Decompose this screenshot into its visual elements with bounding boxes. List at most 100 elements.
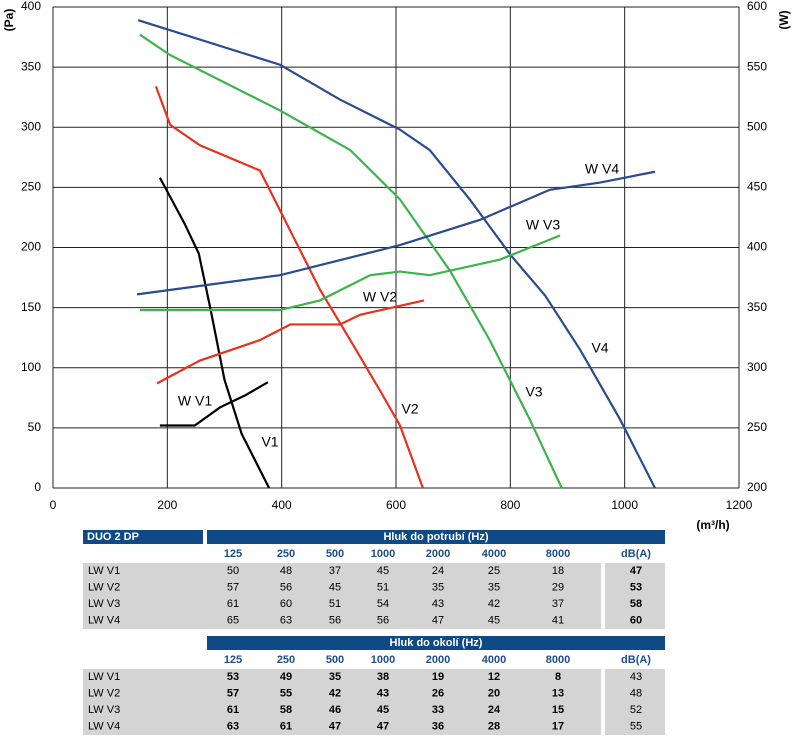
row-label: LW V1 xyxy=(88,565,120,577)
x-tick-label: 400 xyxy=(272,498,292,512)
row-bg xyxy=(605,563,665,629)
series-label: W V2 xyxy=(363,289,397,305)
table-cell: 52 xyxy=(630,704,642,716)
table-cell: 55 xyxy=(280,687,292,699)
table-corner: DUO 2 DP xyxy=(87,531,139,543)
header-bar xyxy=(207,636,665,650)
table-cell: 58 xyxy=(630,598,642,610)
table-cell: 45 xyxy=(329,581,341,593)
table-cell: 42 xyxy=(488,598,500,610)
y2-tick-label: 500 xyxy=(747,119,767,133)
table-cell: 48 xyxy=(280,565,292,577)
table-cell: 41 xyxy=(552,614,564,626)
table-cell: 12 xyxy=(488,671,500,683)
y-tick-label: 0 xyxy=(34,480,41,494)
column-header: dB(A) xyxy=(621,654,651,666)
table-cell: 63 xyxy=(280,614,292,626)
column-header: 2000 xyxy=(426,548,450,560)
table-cell: 47 xyxy=(377,720,389,732)
column-header: 1000 xyxy=(371,548,395,560)
table-cell: 17 xyxy=(552,720,564,732)
column-header: 250 xyxy=(277,548,295,560)
series-line xyxy=(136,170,656,296)
y2-tick-label: 300 xyxy=(747,360,767,374)
series-line xyxy=(156,299,425,385)
table-cell: 46 xyxy=(329,704,341,716)
series-label: V1 xyxy=(261,434,278,450)
y-tick-label: 350 xyxy=(21,59,41,73)
series-label: V4 xyxy=(591,340,608,356)
column-header: 1000 xyxy=(371,654,395,666)
column-header: 4000 xyxy=(482,548,506,560)
y2-tick-label: 250 xyxy=(747,420,767,434)
table-cell: 50 xyxy=(227,565,239,577)
x-tick-label: 200 xyxy=(157,498,177,512)
series-label: V3 xyxy=(525,384,542,400)
table-cell: 43 xyxy=(630,671,642,683)
row-label: LW V4 xyxy=(88,614,120,626)
table-cell: 25 xyxy=(488,565,500,577)
table-cell: 60 xyxy=(630,614,642,626)
table-cell: 38 xyxy=(377,671,389,683)
table-cell: 47 xyxy=(329,720,341,732)
table-cell: 43 xyxy=(432,598,444,610)
column-header: 125 xyxy=(224,654,242,666)
table-cell: 61 xyxy=(227,598,239,610)
y-tick-label: 150 xyxy=(21,300,41,314)
table-cell: 60 xyxy=(280,598,292,610)
series-line xyxy=(159,381,269,427)
table-cell: 58 xyxy=(280,704,292,716)
table-cell: 42 xyxy=(329,687,341,699)
column-header: 8000 xyxy=(546,654,570,666)
x-axis-label: (m³/h) xyxy=(696,518,729,532)
table-cell: 55 xyxy=(630,720,642,732)
series-line xyxy=(139,234,561,312)
x-tick-label: 1200 xyxy=(726,498,753,512)
y-tick-label: 400 xyxy=(21,0,41,13)
y2-axis-label: (W) xyxy=(777,10,791,29)
series-line xyxy=(158,177,271,489)
table-cell: 37 xyxy=(552,598,564,610)
table-cell: 56 xyxy=(280,581,292,593)
table-cell: 57 xyxy=(227,581,239,593)
series-line xyxy=(137,19,656,489)
row-label: LW V2 xyxy=(88,581,120,593)
table-cell: 35 xyxy=(329,671,341,683)
table-cell: 53 xyxy=(227,671,239,683)
series-label: W V4 xyxy=(585,161,619,177)
series-line xyxy=(139,33,563,489)
table-cell: 65 xyxy=(227,614,239,626)
row-bg xyxy=(605,669,665,735)
column-header: 8000 xyxy=(546,548,570,560)
table-cell: 37 xyxy=(329,565,341,577)
x-tick-label: 0 xyxy=(50,498,57,512)
table-cell: 51 xyxy=(377,581,389,593)
series-label: W V3 xyxy=(526,217,560,233)
table-cell: 49 xyxy=(280,671,292,683)
table-cell: 8 xyxy=(555,671,561,683)
table-title: Hluk do okolí (Hz) xyxy=(390,637,483,649)
row-label: LW V3 xyxy=(88,704,120,716)
column-header: 125 xyxy=(224,548,242,560)
table-cell: 15 xyxy=(552,704,564,716)
series-line xyxy=(154,85,424,489)
table-cell: 19 xyxy=(432,671,444,683)
table-cell: 24 xyxy=(488,704,501,716)
row-label: LW V4 xyxy=(88,720,120,732)
y2-tick-label: 550 xyxy=(747,59,767,73)
table-title: Hluk do potrubí (Hz) xyxy=(383,531,488,543)
y-tick-label: 200 xyxy=(21,240,41,254)
header-bar xyxy=(83,530,203,544)
table-cell: 63 xyxy=(227,720,239,732)
y-tick-label: 300 xyxy=(21,119,41,133)
table-cell: 45 xyxy=(377,704,389,716)
table-cell: 61 xyxy=(227,704,239,716)
table-cell: 47 xyxy=(432,614,444,626)
y2-tick-label: 600 xyxy=(747,0,767,13)
table-cell: 54 xyxy=(377,598,389,610)
column-header: 2000 xyxy=(426,654,450,666)
table-cell: 20 xyxy=(488,687,500,699)
table-cell: 43 xyxy=(377,687,389,699)
table-cell: 13 xyxy=(552,687,564,699)
